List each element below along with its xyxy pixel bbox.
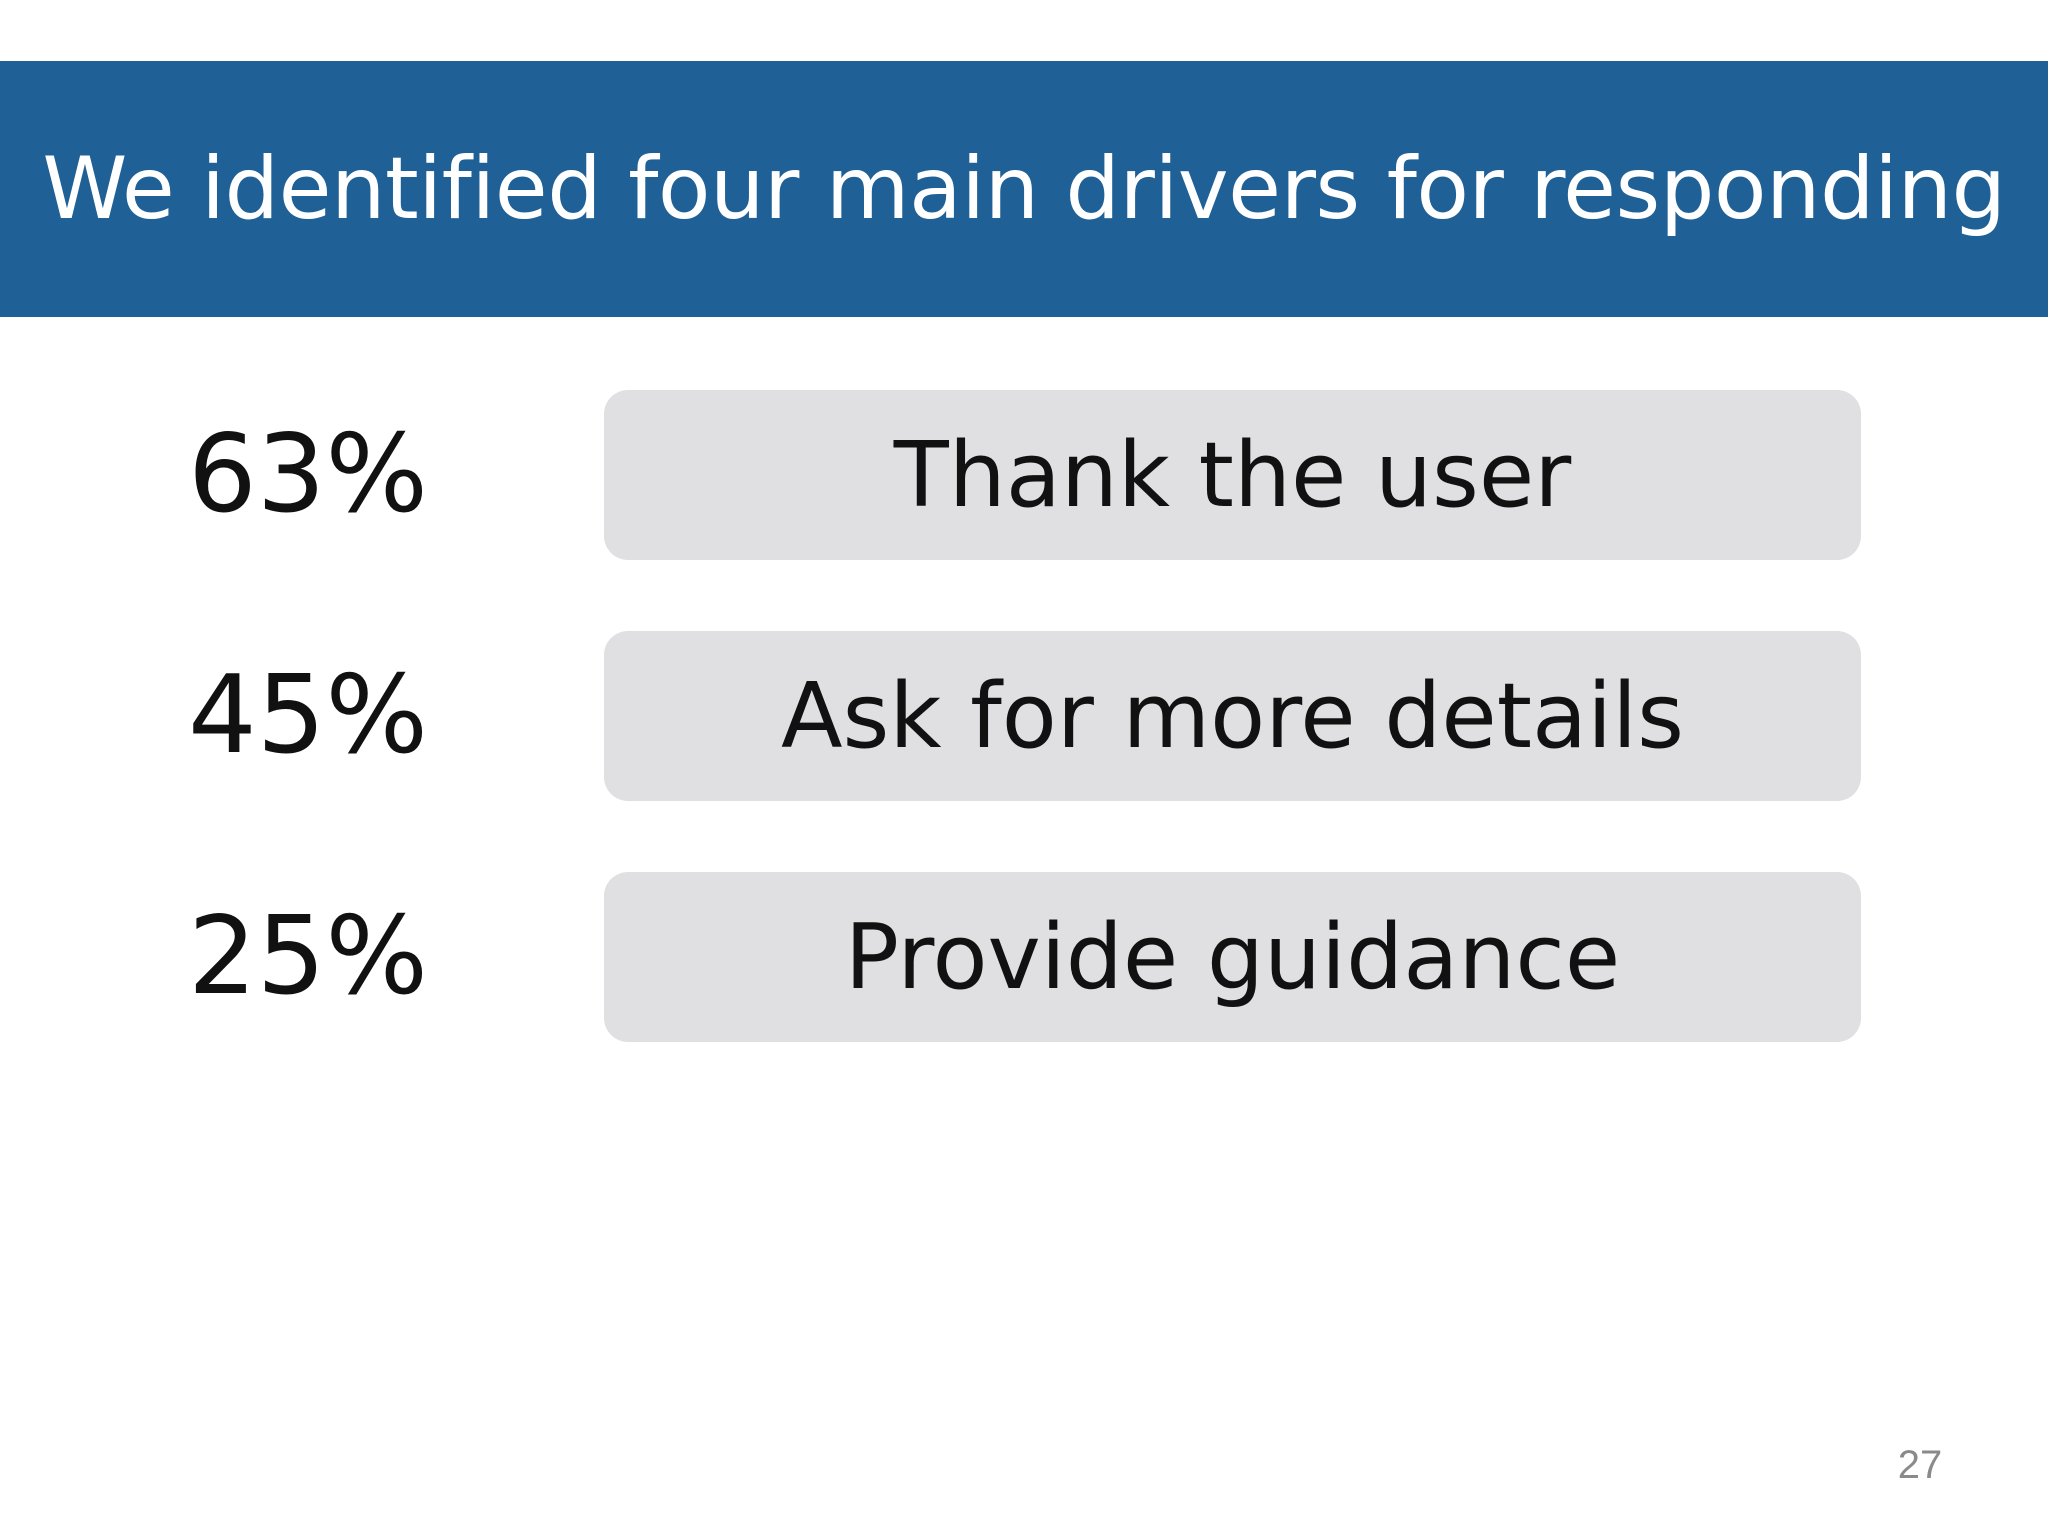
driver-label: Provide guidance (844, 904, 1621, 1010)
driver-pill: Ask for more details (604, 631, 1861, 801)
page-number: 27 (1897, 1443, 1943, 1487)
slide-title: We identified four main drivers for resp… (42, 139, 2006, 239)
driver-pill: Provide guidance (604, 872, 1861, 1042)
driver-row: 63% Thank the user (0, 390, 2048, 560)
driver-percent: 45% (188, 653, 429, 778)
driver-pill: Thank the user (604, 390, 1861, 560)
driver-row: 25% Provide guidance (0, 872, 2048, 1042)
driver-label: Thank the user (893, 422, 1572, 528)
title-bar: We identified four main drivers for resp… (0, 61, 2048, 317)
driver-percent: 25% (188, 894, 429, 1019)
driver-label: Ask for more details (780, 663, 1685, 769)
driver-percent: 63% (188, 412, 429, 537)
driver-row: 45% Ask for more details (0, 631, 2048, 801)
